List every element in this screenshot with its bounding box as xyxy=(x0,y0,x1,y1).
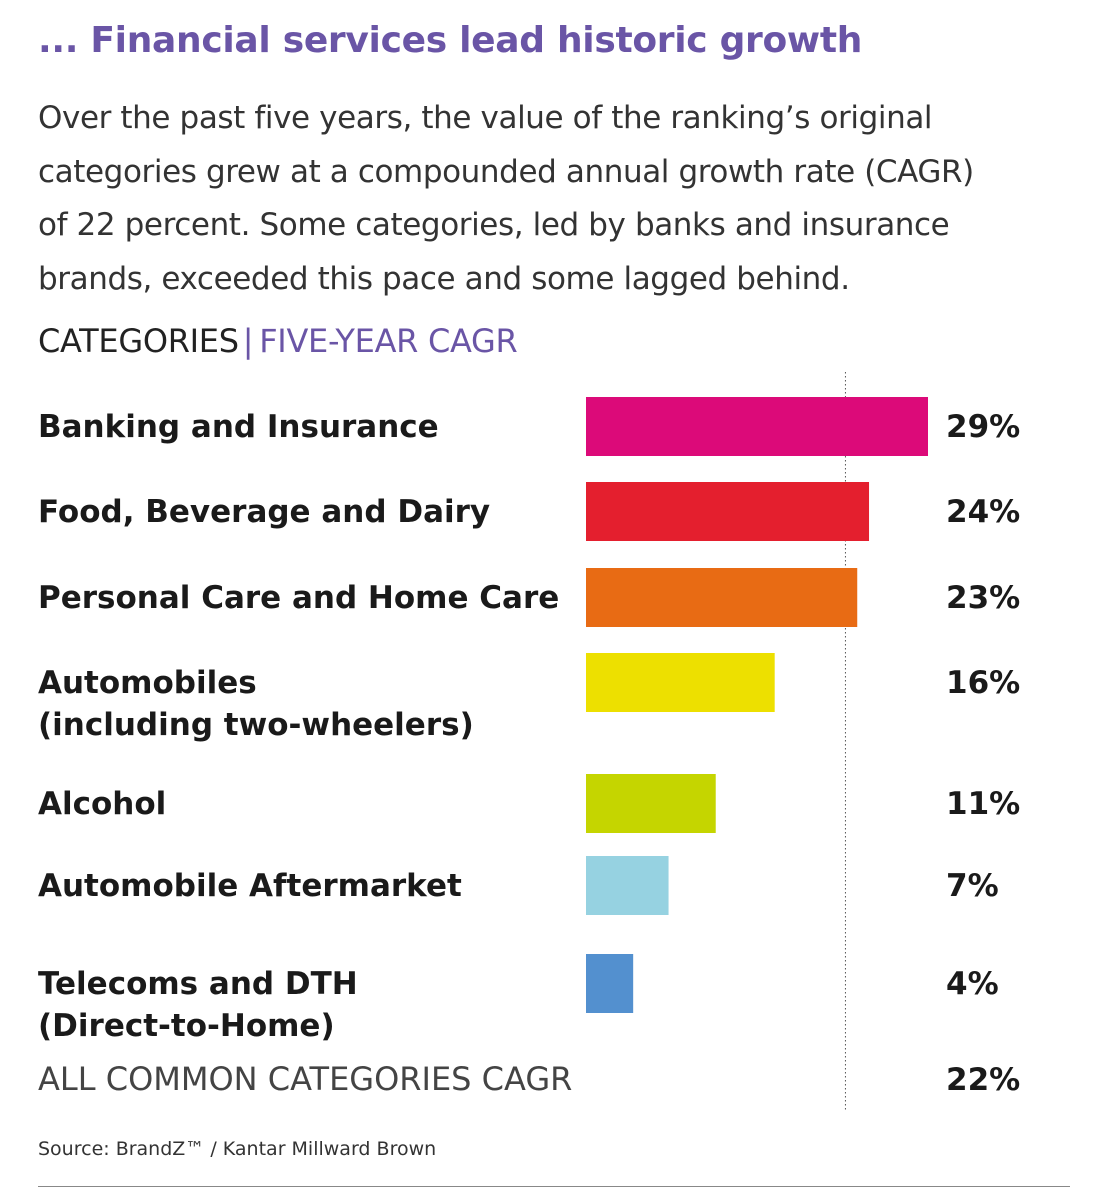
category-label: (Direct-to-Home) xyxy=(38,1008,335,1044)
bar xyxy=(586,856,669,915)
category-label: Food, Beverage and Dairy xyxy=(38,494,490,530)
value-label: 4% xyxy=(946,966,999,1002)
bar xyxy=(586,774,716,833)
intro-line: categories grew at a compounded annual g… xyxy=(38,153,974,190)
chart-title: ... Financial services lead historic gro… xyxy=(38,20,863,61)
category-label: Automobiles xyxy=(38,665,257,701)
intro-line: brands, exceeded this pace and some lagg… xyxy=(38,260,850,297)
intro-line: Over the past five years, the value of t… xyxy=(38,100,933,136)
bar xyxy=(586,568,858,627)
bar xyxy=(586,397,928,456)
bar xyxy=(586,482,870,541)
intro-paragraph: Over the past five years, the value of t… xyxy=(38,92,1088,306)
bar xyxy=(586,653,775,712)
categories-header: CATEGORIES xyxy=(38,322,239,360)
intro-line: of 22 percent. Some categories, led by b… xyxy=(38,207,950,243)
value-label: 24% xyxy=(946,494,1020,530)
value-label: 23% xyxy=(946,580,1020,616)
value-label: 29% xyxy=(946,409,1020,445)
category-label: Alcohol xyxy=(38,786,166,822)
header-separator: | xyxy=(242,322,254,360)
value-label: 11% xyxy=(946,786,1020,822)
category-label: Automobile Aftermarket xyxy=(38,868,462,904)
category-label: (including two-wheelers) xyxy=(38,707,474,743)
value-label: 16% xyxy=(946,665,1020,701)
category-label: Personal Care and Home Care xyxy=(38,580,559,616)
bar xyxy=(586,954,634,1013)
column-header: CATEGORIES | FIVE-YEAR CAGR xyxy=(38,322,518,360)
category-label: Telecoms and DTH xyxy=(38,966,358,1002)
category-label: Banking and Insurance xyxy=(38,409,439,445)
reference-label: ALL COMMON CATEGORIES CAGR xyxy=(38,1060,572,1098)
reference-value-label: 22% xyxy=(946,1062,1020,1098)
source-note: Source: BrandZ™ / Kantar Millward Brown xyxy=(38,1138,437,1160)
value-label: 7% xyxy=(946,868,999,904)
cagr-header: FIVE-YEAR CAGR xyxy=(259,322,518,360)
